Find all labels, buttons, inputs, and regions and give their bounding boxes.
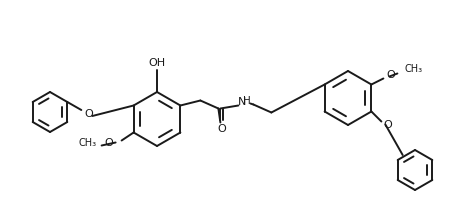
- Text: CH₃: CH₃: [78, 138, 96, 147]
- Text: OH: OH: [148, 58, 165, 68]
- Text: CH₃: CH₃: [404, 64, 421, 75]
- Text: H: H: [242, 97, 250, 106]
- Text: N: N: [238, 98, 246, 107]
- Text: O: O: [382, 121, 391, 130]
- Text: O: O: [217, 123, 225, 134]
- Text: O: O: [84, 109, 92, 119]
- Text: O: O: [104, 139, 113, 148]
- Text: O: O: [385, 70, 394, 81]
